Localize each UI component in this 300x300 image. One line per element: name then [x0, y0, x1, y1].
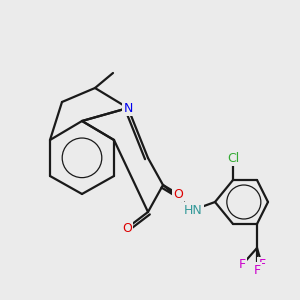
- Text: F: F: [258, 259, 266, 272]
- Text: F: F: [254, 263, 261, 277]
- Text: O: O: [122, 221, 132, 235]
- Text: O: O: [173, 188, 183, 200]
- Text: HN: HN: [184, 203, 202, 217]
- Text: F: F: [238, 259, 246, 272]
- Text: N: N: [123, 101, 133, 115]
- Text: Cl: Cl: [227, 152, 239, 164]
